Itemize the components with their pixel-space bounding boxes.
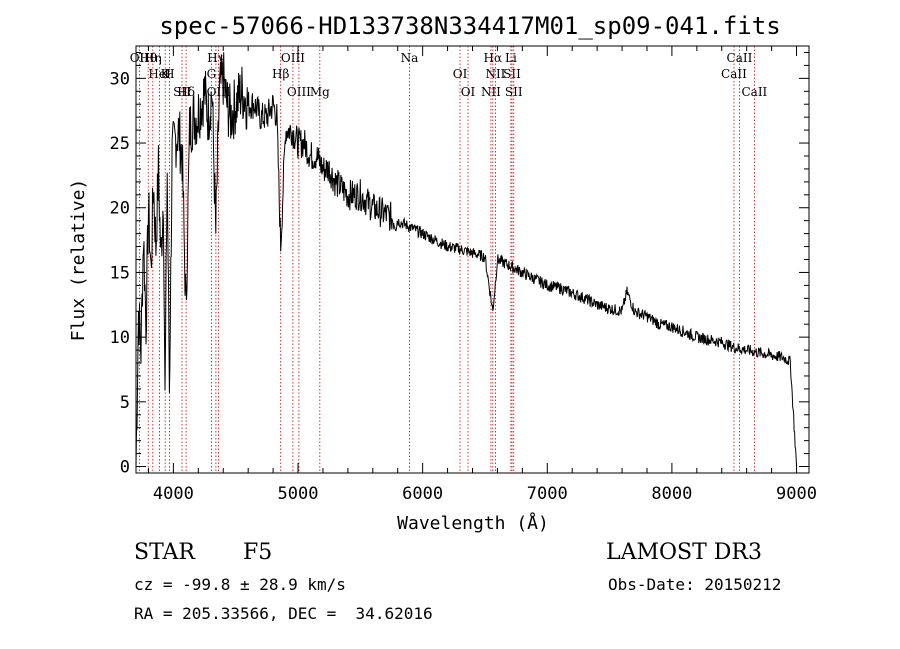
line-marker-label-14: Mg: [310, 85, 330, 99]
line-marker-label-15: Na: [401, 51, 419, 65]
line-marker-label-13: Hβ: [272, 67, 289, 81]
y-tick-label-6: 30: [110, 69, 130, 89]
y-tick-label-1: 5: [120, 393, 130, 413]
x-tick-label-2: 6000: [402, 484, 443, 504]
survey-name: LAMOST DR3: [606, 540, 762, 565]
x-tick-label-4: 8000: [651, 484, 692, 504]
spectral-subclass: F5: [243, 540, 273, 565]
line-marker-label-10: G: [207, 67, 217, 81]
flux-line-flux: [135, 52, 797, 467]
object-type: STAR: [134, 540, 195, 565]
y-tick-label-5: 25: [110, 134, 130, 154]
line-marker-label-4: HeI: [148, 67, 171, 81]
line-marker-label-3: OII: [130, 51, 150, 65]
coordinates: RA = 205.33566, DEC = 34.62016: [134, 604, 433, 623]
line-marker-label-23: SII: [505, 85, 523, 99]
line-marker-label-12: OIII: [281, 51, 305, 65]
spectral-line-markers: HθKHδOIIHeISIIHηHOIIIHγGOIIIOIIIHβMgNaOI…: [130, 46, 768, 473]
spectrum-chart: spec-57066-HD133738N334417M01_sp09-041.f…: [68, 12, 817, 534]
y-tick-label-4: 20: [110, 199, 130, 219]
line-marker-label-5: SII: [173, 85, 191, 99]
line-marker-label-1: K: [161, 67, 171, 81]
x-tick-label-5: 9000: [776, 484, 817, 504]
line-marker-label-24: CaII: [727, 51, 753, 65]
x-axis-label: Wavelength (Å): [397, 512, 549, 534]
axes: 4000 5000 6000 7000 8000 9000 0 5 10 15 20 25 30: [110, 46, 817, 504]
line-marker-label-16: OI: [453, 67, 468, 81]
x-tick-label-1: 5000: [278, 484, 319, 504]
x-tick-label-0: 4000: [153, 484, 194, 504]
line-marker-label-6: Hη: [144, 51, 162, 65]
line-marker-label-26: CaII: [741, 85, 767, 99]
line-marker-label-18: Hα: [484, 51, 503, 65]
chart-title: spec-57066-HD133738N334417M01_sp09-041.f…: [159, 12, 780, 40]
y-tick-label-3: 15: [110, 263, 130, 283]
line-marker-label-21: Li: [505, 51, 517, 65]
flux-series: [135, 52, 797, 467]
line-marker-label-19: SII: [503, 67, 521, 81]
y-axis-label: Flux (relative): [68, 179, 89, 342]
line-marker-label-20: NII: [481, 85, 501, 99]
line-marker-label-25: CaII: [721, 67, 747, 81]
x-tick-label-3: 7000: [527, 484, 568, 504]
line-marker-label-17: OI: [461, 85, 476, 99]
line-marker-label-7: H: [164, 67, 174, 81]
line-marker-label-11: OIII: [287, 85, 311, 99]
y-tick-label-2: 10: [110, 328, 130, 348]
redshift-velocity: cz = -99.8 ± 28.9 km/s: [134, 575, 346, 594]
y-tick-label-0: 0: [120, 458, 130, 478]
observation-date: Obs-Date: 20150212: [608, 575, 782, 594]
line-marker-label-22: NII: [485, 67, 505, 81]
